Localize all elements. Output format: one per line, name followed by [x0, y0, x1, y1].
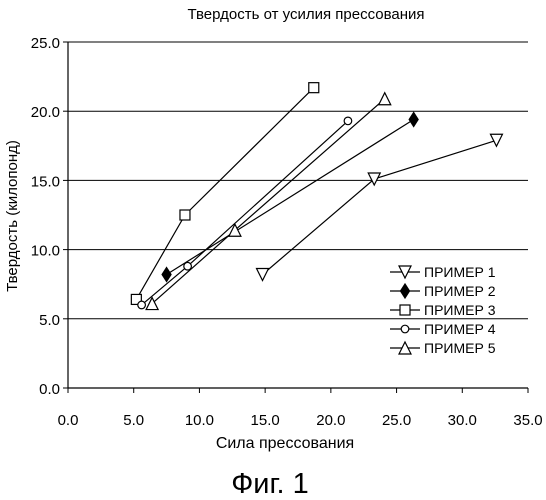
legend-marker-4 — [401, 325, 409, 333]
legend-marker-3 — [400, 305, 410, 315]
series-1 — [257, 134, 503, 280]
series-4 — [138, 117, 352, 309]
x-tick-label-2: 10.0 — [185, 412, 214, 429]
y-tick-label-2: 10.0 — [31, 243, 60, 260]
x-tick-label-5: 25.0 — [382, 412, 411, 429]
legend-label-2: ПРИМЕР 2 — [424, 283, 496, 299]
y-tick-label-1: 5.0 — [39, 312, 60, 329]
legend-label-4: ПРИМЕР 4 — [424, 321, 496, 337]
data-point-s4-3 — [344, 117, 352, 125]
data-point-s3-3 — [309, 83, 319, 93]
legend-item-4: ПРИМЕР 4 — [390, 321, 496, 337]
x-tick-label-7: 35.0 — [513, 412, 542, 429]
y-tick-label-0: 0.0 — [39, 381, 60, 398]
legend-item-2: ПРИМЕР 2 — [390, 283, 496, 299]
figure-caption: Фиг. 1 — [231, 468, 309, 500]
x-tick-label-0: 0.0 — [58, 412, 79, 429]
legend-label-5: ПРИМЕР 5 — [424, 340, 496, 356]
data-point-s3-2 — [180, 210, 190, 220]
x-tick-label-4: 20.0 — [316, 412, 345, 429]
x-axis-ticks: 0.0 5.0 10.0 15.0 20.0 25.0 30.0 35.0 — [58, 388, 543, 429]
series-2 — [162, 113, 418, 282]
x-tick-label-6: 30.0 — [448, 412, 477, 429]
chart-title: Твердость от усилия прессования — [187, 6, 424, 23]
legend-label-3: ПРИМЕР 3 — [424, 302, 496, 318]
data-point-s2-2 — [409, 113, 418, 127]
data-point-s1-1 — [257, 269, 269, 281]
series-line-4 — [142, 121, 348, 305]
legend-marker-2 — [401, 284, 410, 298]
data-point-s4-2 — [184, 262, 192, 270]
data-point-s2-1 — [162, 268, 171, 282]
data-point-s5-3 — [379, 93, 391, 105]
series-5 — [146, 93, 391, 310]
series-3 — [131, 83, 318, 305]
series-line-1 — [263, 140, 497, 274]
x-tick-label-3: 15.0 — [251, 412, 280, 429]
legend-item-3: ПРИМЕР 3 — [390, 302, 496, 318]
y-axis-label: Твердость (килопонд) — [4, 140, 21, 292]
data-point-s1-3 — [490, 134, 502, 146]
legend: ПРИМЕР 1 ПРИМЕР 2 ПРИМЕР 3 ПРИМЕР 4 ПРИМЕР 5 — [390, 264, 496, 356]
series-line-5 — [152, 99, 385, 304]
x-tick-label-1: 5.0 — [123, 412, 144, 429]
y-tick-label-3: 15.0 — [31, 173, 60, 190]
y-tick-label-4: 20.0 — [31, 104, 60, 121]
series-line-3 — [136, 88, 313, 300]
legend-label-1: ПРИМЕР 1 — [424, 264, 496, 280]
data-point-s4-1 — [138, 301, 146, 309]
legend-item-5: ПРИМЕР 5 — [390, 340, 496, 356]
legend-item-1: ПРИМЕР 1 — [390, 264, 496, 280]
x-axis-label: Сила прессования — [216, 435, 354, 452]
y-axis-ticks: 0.0 5.0 10.0 15.0 20.0 25.0 — [31, 35, 68, 398]
y-tick-label-5: 25.0 — [31, 35, 60, 52]
